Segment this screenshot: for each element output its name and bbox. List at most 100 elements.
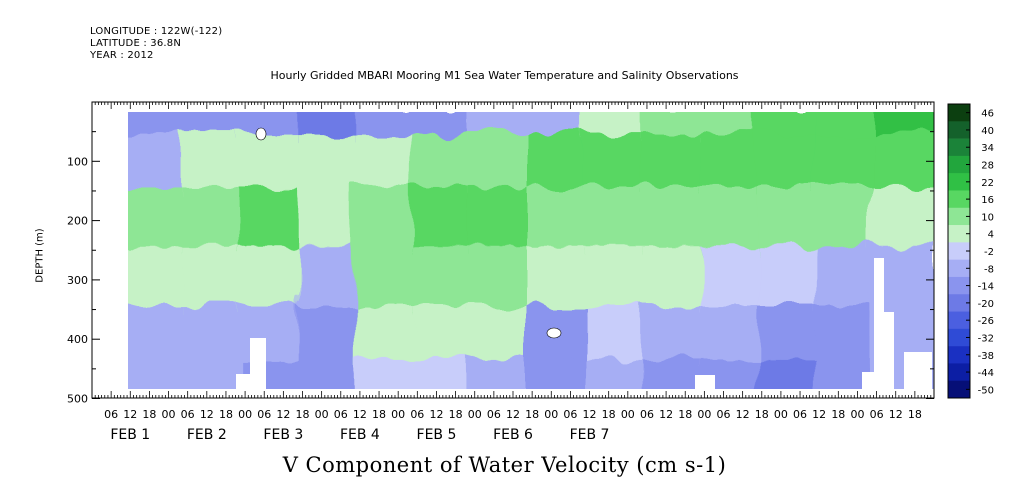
x-hour-label: 06 xyxy=(410,408,424,421)
colorbar-label: 16 xyxy=(981,195,994,206)
colorbar-swatch xyxy=(948,104,970,122)
x-hour-label: 18 xyxy=(525,408,539,421)
missing-data-dot xyxy=(546,327,562,339)
x-hour-label: 12 xyxy=(659,408,673,421)
heat-cell xyxy=(128,133,190,195)
heat-cell xyxy=(699,133,766,195)
heat-cell xyxy=(642,305,708,367)
heatmap-cells xyxy=(128,112,934,389)
x-hour-label: 06 xyxy=(640,408,654,421)
x-hour-label: 12 xyxy=(429,408,443,421)
heat-cell xyxy=(757,358,823,389)
heat-cell xyxy=(296,305,363,367)
missing-data-patch xyxy=(236,374,250,389)
colorbar-label: -26 xyxy=(978,316,994,327)
x-hour-label: 06 xyxy=(563,408,577,421)
colorbar-swatch xyxy=(948,121,970,139)
missing-data-dot xyxy=(255,127,267,141)
heat-cell xyxy=(411,133,478,195)
x-hour-label: 00 xyxy=(774,408,788,421)
colorbar-swatch xyxy=(948,311,970,330)
heat-cell xyxy=(814,133,881,195)
x-hour-label: 06 xyxy=(870,408,884,421)
x-day-label: FEB 3 xyxy=(263,427,303,443)
colorbar-label: -20 xyxy=(978,299,994,310)
x-hour-label: 18 xyxy=(602,408,616,421)
x-hour-label: 06 xyxy=(334,408,348,421)
colorbar-swatch xyxy=(948,276,970,295)
heat-cell xyxy=(757,246,823,314)
heat-cell xyxy=(354,246,420,314)
missing-data-regions xyxy=(236,127,932,389)
x-hour-label: 18 xyxy=(296,408,310,421)
x-hour-label: 12 xyxy=(736,408,750,421)
heat-cell xyxy=(128,358,190,389)
x-hour-label: 00 xyxy=(468,408,482,421)
colorbar-label: 40 xyxy=(981,126,994,137)
heat-cell xyxy=(411,358,478,389)
heat-cell xyxy=(872,186,934,255)
x-day-label: FEB 1 xyxy=(110,427,150,443)
x-hour-label: 00 xyxy=(315,408,329,421)
x-hour-label: 06 xyxy=(257,408,271,421)
x-hour-label: 00 xyxy=(850,408,864,421)
heat-cell xyxy=(584,133,651,195)
colorbar-swatch xyxy=(948,207,970,226)
x-hour-label: 00 xyxy=(162,408,176,421)
heat-cell xyxy=(814,305,881,367)
latitude-label: LATITUDE : 36.8N xyxy=(90,38,182,49)
colorbar-swatch xyxy=(948,242,970,260)
x-day-label: FEB 7 xyxy=(570,427,610,443)
colorbar-label: -38 xyxy=(978,351,994,362)
heat-cell xyxy=(354,133,420,195)
colorbar-label: -50 xyxy=(978,385,994,396)
heat-cell xyxy=(411,186,478,255)
y-axis-title: DEPTH (m) xyxy=(34,228,46,283)
colorbar-swatch xyxy=(948,346,970,364)
colorbar-swatch xyxy=(948,328,970,347)
heat-cell xyxy=(354,358,420,389)
x-hour-label: 12 xyxy=(123,408,137,421)
heat-cell xyxy=(699,186,766,255)
x-hour-label: 06 xyxy=(104,408,118,421)
heat-cell xyxy=(814,246,881,314)
missing-data-patch xyxy=(695,375,715,389)
heat-cell xyxy=(296,133,363,195)
colorbar-swatch xyxy=(948,155,970,174)
x-hour-label: 18 xyxy=(142,408,156,421)
heat-cell xyxy=(469,305,535,367)
x-hour-label: 12 xyxy=(812,408,826,421)
heat-cell xyxy=(411,305,478,367)
heat-cell xyxy=(181,186,248,255)
heat-cell xyxy=(469,358,535,389)
x-day-label: FEB 5 xyxy=(417,427,457,443)
heat-cell xyxy=(469,186,535,255)
heatmap-field xyxy=(128,112,934,389)
heat-cell xyxy=(469,133,535,195)
x-hour-label: 18 xyxy=(908,408,922,421)
heat-cell xyxy=(757,133,823,195)
chart-title: Hourly Gridded MBARI Mooring M1 Sea Wate… xyxy=(270,69,739,82)
x-hour-label: 18 xyxy=(755,408,769,421)
colorbar-label: -44 xyxy=(978,368,994,379)
y-tick-label: 300 xyxy=(67,274,88,287)
heat-cell xyxy=(181,133,248,195)
colorbar-label: -32 xyxy=(978,333,994,344)
heat-cell xyxy=(527,186,593,255)
heat-cell xyxy=(699,305,766,367)
year-label: YEAR : 2012 xyxy=(90,50,154,61)
heat-cell xyxy=(642,246,708,314)
colorbar-label: 46 xyxy=(981,109,994,120)
heat-cell xyxy=(128,246,190,314)
heat-cell xyxy=(296,246,363,314)
x-hour-label: 12 xyxy=(583,408,597,421)
heat-cell xyxy=(181,305,248,367)
heat-cell xyxy=(239,186,305,255)
x-day-label: FEB 6 xyxy=(493,427,533,443)
heat-cell xyxy=(296,358,363,389)
heat-cell xyxy=(354,305,420,367)
y-tick-label: 400 xyxy=(67,333,88,346)
x-hour-label: 18 xyxy=(372,408,386,421)
colorbar-label: 34 xyxy=(981,143,994,154)
x-hour-label: 06 xyxy=(487,408,501,421)
